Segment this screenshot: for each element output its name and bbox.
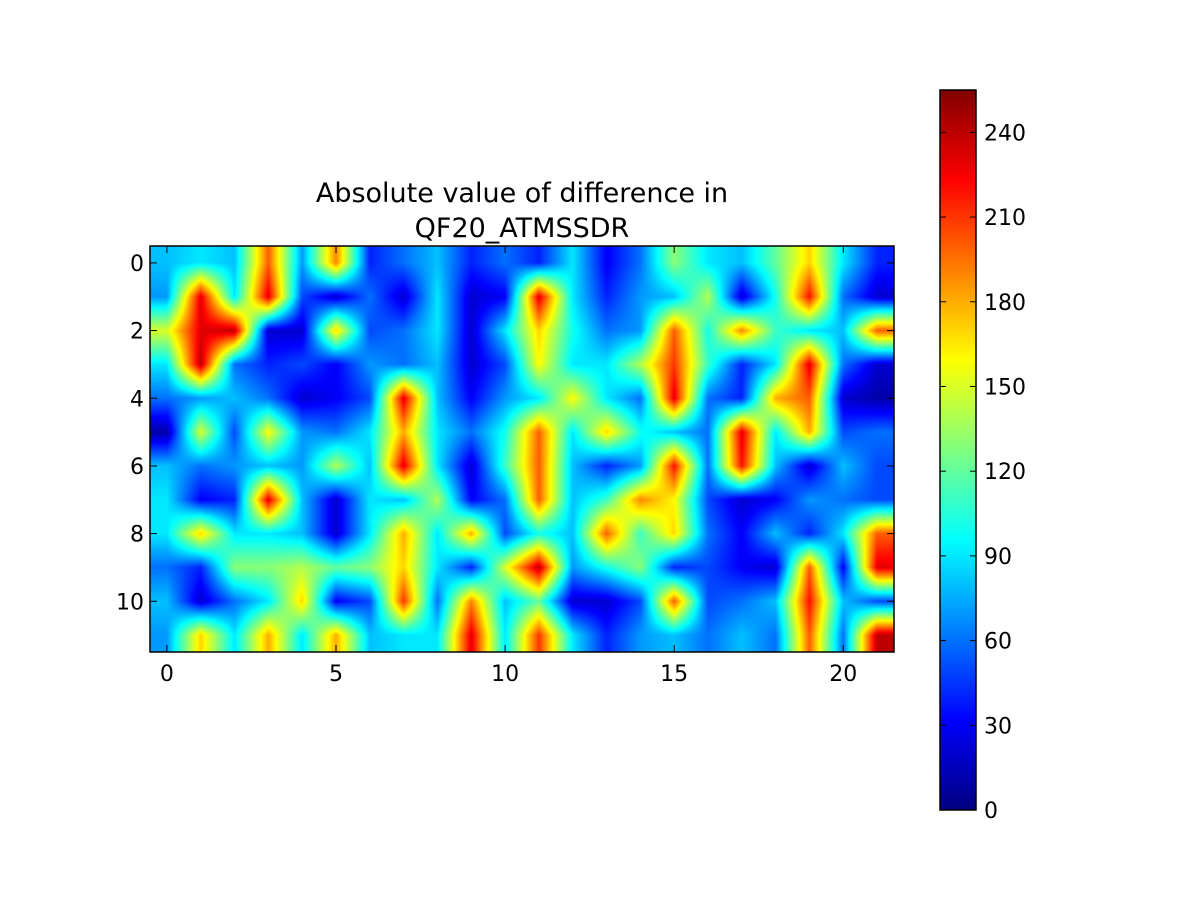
chart-title-line-2: QF20_ATMSSDR: [415, 213, 630, 244]
colorbar-tick-label: 150: [984, 375, 1026, 400]
x-axis: 0 5 10 15 20: [160, 246, 857, 687]
heatmap-canvas: [150, 246, 894, 652]
x-tick-label: 15: [660, 662, 688, 687]
y-tick-label: 8: [130, 523, 144, 548]
x-tick-label: 5: [329, 662, 343, 687]
y-tick-label: 0: [130, 252, 144, 277]
x-tick-label: 0: [160, 662, 174, 687]
heatmap-plot-area: [150, 246, 894, 652]
y-tick-label: 2: [130, 320, 144, 345]
colorbar-tick-label: 60: [984, 630, 1012, 655]
y-tick-label: 6: [130, 455, 144, 480]
y-tick-label: 4: [130, 387, 144, 412]
colorbar-axis: 0 30 60 90 120 150 180 210 240: [940, 121, 1026, 824]
y-axis: 0 2 4 6 8 10: [116, 252, 894, 615]
colorbar-tick-label: 120: [984, 460, 1026, 485]
colorbar-tick-label: 240: [984, 121, 1026, 146]
colorbar-tick-label: 90: [984, 545, 1012, 570]
chart-title-line-1: Absolute value of difference in: [316, 178, 728, 209]
y-tick-label: 10: [116, 590, 144, 615]
colorbar-tick-label: 30: [984, 714, 1012, 739]
colorbar: [939, 89, 977, 811]
x-tick-label: 10: [491, 662, 519, 687]
plot-frame: [149, 245, 895, 653]
colorbar-tick-label: 0: [984, 799, 998, 824]
colorbar-tick-label: 210: [984, 206, 1026, 231]
colorbar-tick-label: 180: [984, 291, 1026, 316]
x-tick-label: 20: [829, 662, 857, 687]
